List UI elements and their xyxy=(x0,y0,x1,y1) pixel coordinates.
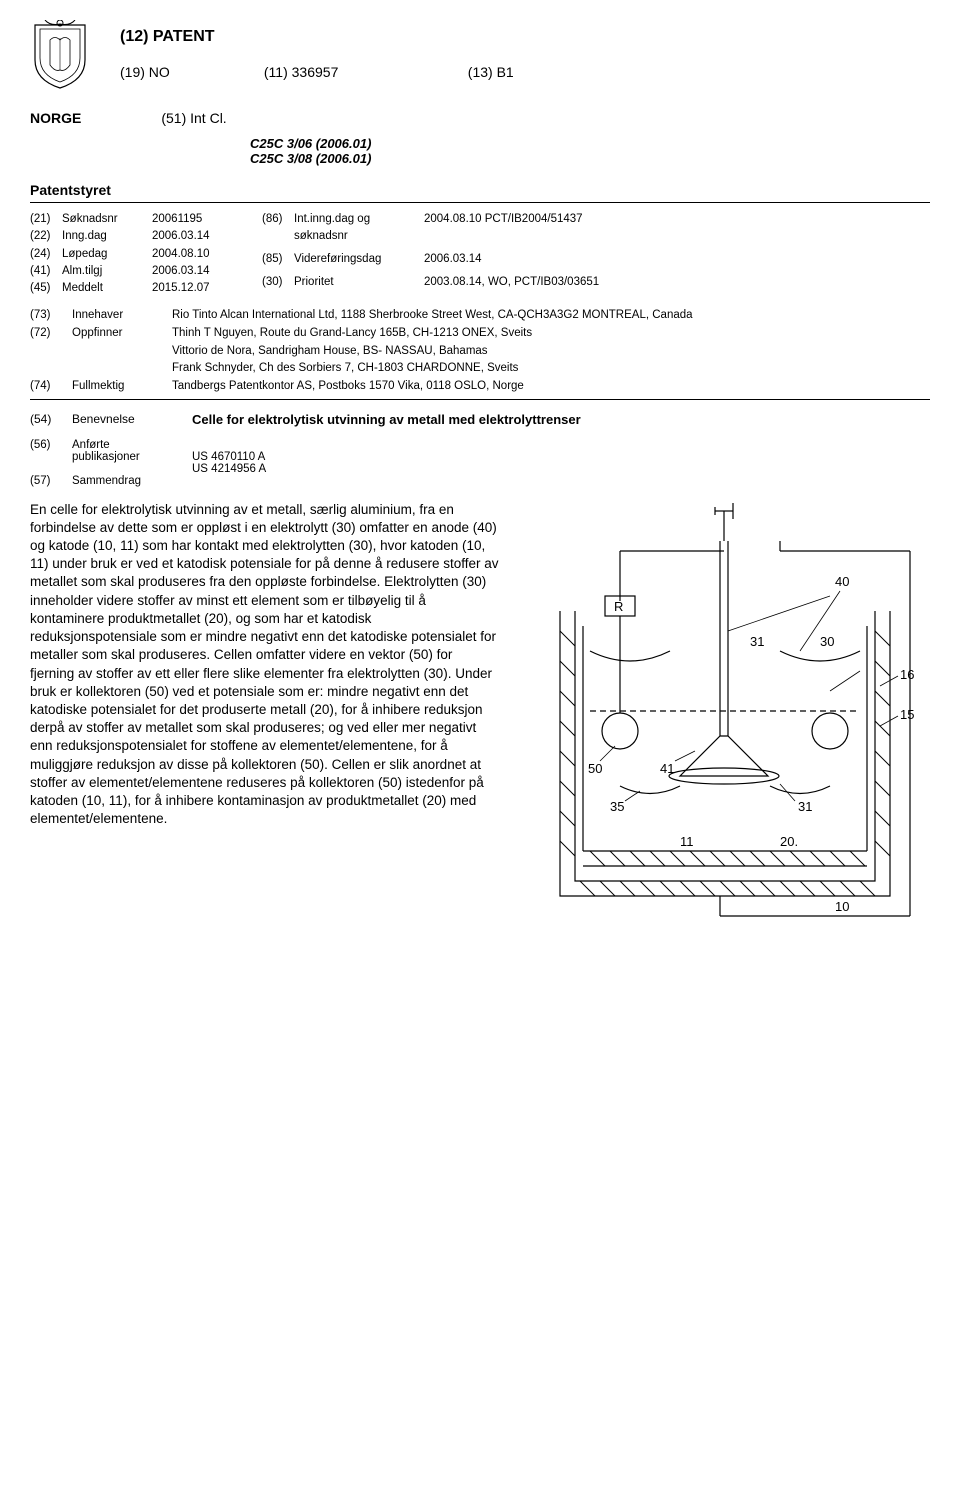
fig-label-31b: 31 xyxy=(798,799,812,814)
val: 2006.03.14 xyxy=(152,263,242,280)
val: Tandbergs Patentkontor AS, Postboks 1570… xyxy=(172,378,930,395)
header-row: (12) PATENT (19) NO (11) 336957 (13) B1 xyxy=(30,20,930,100)
label: Int.inng.dag og søknadsnr xyxy=(294,211,424,251)
biblio-left: (21)Søknadsnr20061195 (22)Inng.dag2006.0… xyxy=(30,211,242,297)
label: Prioritet xyxy=(294,274,424,297)
patent-figure: R 40 31 30 16 15 50 41 35 31 11 20. 10 xyxy=(520,501,930,931)
val: Thinh T Nguyen, Route du Grand-Lancy 165… xyxy=(172,325,930,342)
label: Anførte xyxy=(72,439,182,451)
pub-line: (19) NO (11) 336957 (13) B1 xyxy=(120,64,930,80)
val: 2004.08.10 PCT/IB2004/51437 xyxy=(424,211,599,251)
fig-label-35: 35 xyxy=(610,799,624,814)
label: Fullmektig xyxy=(72,378,162,395)
val: 2006.03.14 xyxy=(152,228,242,245)
invention-title: Celle for elektrolytisk utvinning av met… xyxy=(192,412,930,427)
fig-label-10: 10 xyxy=(835,899,849,914)
biblio-right: (86)Int.inng.dag og søknadsnr2004.08.10 … xyxy=(262,211,599,297)
ipc-1: C25C 3/06 (2006.01) xyxy=(250,136,930,151)
fig-label-15: 15 xyxy=(900,707,914,722)
code: (57) xyxy=(30,475,62,487)
label: Benevnelse xyxy=(72,412,182,427)
label: Inng.dag xyxy=(62,228,152,245)
val: Rio Tinto Alcan International Ltd, 1188 … xyxy=(172,307,930,324)
code: (74) xyxy=(30,378,62,395)
patentstyret-label: Patentstyret xyxy=(30,182,930,198)
label: publikasjoner xyxy=(72,451,182,463)
refs-block: (56) Anførte publikasjoner US 4670110 A … xyxy=(30,439,930,487)
code: (30) xyxy=(262,274,294,297)
label: Videreføringsdag xyxy=(294,251,424,274)
title-54: (54) Benevnelse Celle for elektrolytisk … xyxy=(30,412,930,427)
country-code: (19) NO xyxy=(120,64,260,80)
fig-label-50: 50 xyxy=(588,761,602,776)
abstract-wrap: En celle for elektrolytisk utvinning av … xyxy=(30,501,930,931)
coat-of-arms-icon xyxy=(30,20,90,90)
label: Oppfinner xyxy=(72,325,162,342)
code: (21) xyxy=(30,211,62,228)
ipc-2: C25C 3/08 (2006.01) xyxy=(250,151,930,166)
code: (41) xyxy=(30,263,62,280)
val: 2004.08.10 xyxy=(152,246,242,263)
parties-block: (73) Innehaver Rio Tinto Alcan Internati… xyxy=(30,307,930,394)
code: (56) xyxy=(30,439,62,451)
fig-label-40: 40 xyxy=(835,574,849,589)
label: Sammendrag xyxy=(72,475,182,487)
code: (85) xyxy=(262,251,294,274)
divider xyxy=(30,399,930,400)
title-block: (12) PATENT (19) NO (11) 336957 (13) B1 xyxy=(120,20,930,100)
val: Vittorio de Nora, Sandrigham House, BS- … xyxy=(172,343,930,360)
kind-code: (13) B1 xyxy=(468,64,514,80)
code: (72) xyxy=(30,325,62,342)
int-cl-label: (51) Int Cl. xyxy=(161,110,226,126)
pub-no: (11) 336957 xyxy=(264,64,464,80)
divider xyxy=(30,202,930,203)
code: (24) xyxy=(30,246,62,263)
fig-label-41: 41 xyxy=(660,761,674,776)
fig-label-20: 20. xyxy=(780,834,798,849)
fig-label-16: 16 xyxy=(900,667,914,682)
ref: US 4670110 A xyxy=(192,451,930,463)
code: (86) xyxy=(262,211,294,251)
label: Alm.tilgj xyxy=(62,263,152,280)
doc-kind: (12) PATENT xyxy=(120,28,930,46)
label: Meddelt xyxy=(62,280,152,297)
label: Søknadsnr xyxy=(62,211,152,228)
fig-label-31a: 31 xyxy=(750,634,764,649)
label: Løpedag xyxy=(62,246,152,263)
val: 20061195 xyxy=(152,211,242,228)
ipc-block: C25C 3/06 (2006.01) C25C 3/08 (2006.01) xyxy=(250,136,930,166)
ref: US 4214956 A xyxy=(192,463,930,475)
val: 2015.12.07 xyxy=(152,280,242,297)
biblio-grid: (21)Søknadsnr20061195 (22)Inng.dag2006.0… xyxy=(30,211,930,297)
fig-label-r: R xyxy=(614,599,623,614)
code: (22) xyxy=(30,228,62,245)
val: 2003.08.14, WO, PCT/IB03/03651 xyxy=(424,274,599,297)
fig-label-30: 30 xyxy=(820,634,834,649)
val: Frank Schnyder, Ch des Sorbiers 7, CH-18… xyxy=(172,360,930,377)
code: (45) xyxy=(30,280,62,297)
label: Innehaver xyxy=(72,307,162,324)
val: 2006.03.14 xyxy=(424,251,599,274)
code: (54) xyxy=(30,412,62,427)
code: (73) xyxy=(30,307,62,324)
norge-label: NORGE xyxy=(30,110,81,126)
norge-line: NORGE (51) Int Cl. xyxy=(30,110,930,126)
abstract-text: En celle for elektrolytisk utvinning av … xyxy=(30,501,500,829)
fig-label-11: 11 xyxy=(680,834,694,849)
